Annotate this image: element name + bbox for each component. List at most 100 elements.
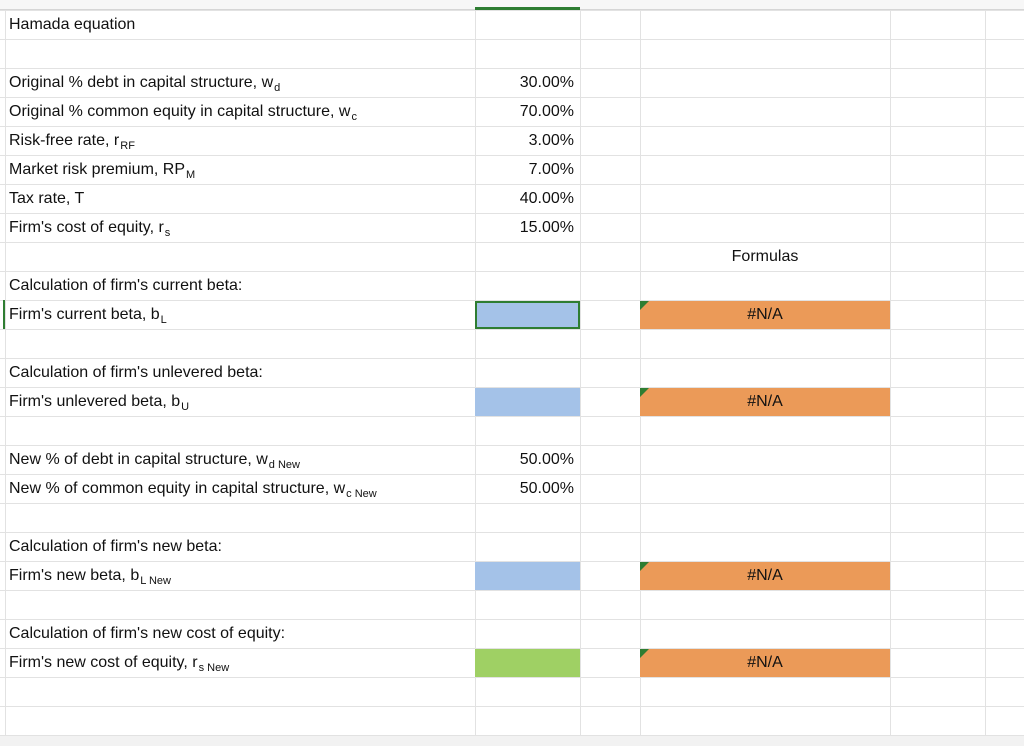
input-value[interactable]: 7.00%: [475, 155, 580, 184]
input-value[interactable]: 3.00%: [475, 126, 580, 155]
input-label-text: Tax rate, T: [9, 190, 85, 207]
row-line: [0, 358, 1024, 359]
error-indicator: [640, 649, 649, 658]
row-line: [0, 10, 1024, 11]
error-indicator: [640, 301, 649, 310]
column-line: [5, 0, 6, 735]
answer-cell[interactable]: [475, 388, 580, 416]
row-line: [0, 532, 1024, 533]
column-line: [580, 0, 581, 735]
input-value-text: 3.00%: [528, 132, 574, 149]
output-label-text: Firm's unlevered beta, b: [9, 393, 181, 410]
error-indicator: [640, 562, 649, 571]
formula-result-text: #N/A: [747, 654, 783, 671]
output-label: Firm's new beta, bL New: [5, 561, 475, 590]
section-heading: Calculation of firm's new beta:: [5, 532, 475, 561]
sheet-title-text: Hamada equation: [9, 16, 136, 33]
row-line: [0, 329, 1024, 330]
sheet-footer: [0, 735, 1024, 746]
input-label-text: New % of common equity in capital struct…: [9, 480, 346, 497]
input-label: Tax rate, T: [5, 184, 475, 213]
output-label: Firm's current beta, bL: [5, 300, 475, 329]
input-value-text: 7.00%: [528, 161, 574, 178]
section-heading: Calculation of firm's unlevered beta:: [5, 358, 475, 387]
row-line: [0, 706, 1024, 707]
formulas-header: Formulas: [640, 242, 890, 271]
output-label-text: Firm's new beta, b: [9, 567, 140, 584]
row-line: [0, 445, 1024, 446]
subscript: c: [351, 111, 357, 123]
input-value[interactable]: 15.00%: [475, 213, 580, 242]
column-line: [890, 0, 891, 735]
section-heading-text: Calculation of firm's current beta:: [9, 277, 243, 294]
column-line: [475, 0, 476, 735]
input-label: New % of debt in capital structure, wd N…: [5, 445, 475, 474]
formula-result[interactable]: #N/A: [640, 562, 890, 590]
input-value-text: 50.00%: [519, 451, 574, 468]
row-line: [0, 126, 1024, 127]
input-label-text: Firm's cost of equity, r: [9, 219, 164, 236]
input-label-text: Risk-free rate, r: [9, 132, 120, 149]
row-line: [0, 300, 1024, 301]
selected-answer-cell[interactable]: [475, 301, 580, 329]
input-value[interactable]: 50.00%: [475, 474, 580, 503]
sheet-title: Hamada equation: [5, 10, 475, 39]
row-line: [0, 387, 1024, 388]
subscript: M: [186, 169, 196, 181]
output-label-text: Firm's new cost of equity, r: [9, 654, 198, 671]
subscript: U: [181, 401, 190, 413]
answer-cell[interactable]: [475, 649, 580, 677]
formulas-header-text: Formulas: [731, 248, 799, 265]
formula-result[interactable]: #N/A: [640, 649, 890, 677]
input-label-text: New % of debt in capital structure, w: [9, 451, 268, 468]
formula-result-text: #N/A: [747, 567, 783, 584]
error-indicator: [640, 388, 649, 397]
column-line: [640, 0, 641, 735]
input-label: New % of common equity in capital struct…: [5, 474, 475, 503]
input-value[interactable]: 40.00%: [475, 184, 580, 213]
output-label: Firm's new cost of equity, rs New: [5, 648, 475, 677]
subscript: d New: [268, 459, 300, 471]
row-line: [0, 474, 1024, 475]
row-line: [0, 213, 1024, 214]
row-line: [0, 648, 1024, 649]
input-value[interactable]: 70.00%: [475, 97, 580, 126]
input-label-text: Market risk premium, RP: [9, 161, 186, 178]
answer-cell[interactable]: [475, 562, 580, 590]
input-value-text: 30.00%: [519, 74, 574, 91]
active-row-marker: [3, 300, 5, 329]
input-label: Firm's cost of equity, rs: [5, 213, 475, 242]
subscript: L New: [140, 575, 171, 587]
row-line: [0, 68, 1024, 69]
formula-result-text: #N/A: [747, 306, 783, 323]
row-line: [0, 97, 1024, 98]
row-line: [0, 590, 1024, 591]
column-line: [985, 0, 986, 735]
row-line: [0, 561, 1024, 562]
section-heading: Calculation of firm's new cost of equity…: [5, 619, 475, 648]
input-label-text: Original % common equity in capital stru…: [9, 103, 351, 120]
row-line: [0, 271, 1024, 272]
formula-result[interactable]: #N/A: [640, 388, 890, 416]
subscript: RF: [120, 140, 135, 152]
row-line: [0, 242, 1024, 243]
subscript: s New: [198, 662, 230, 674]
input-label: Market risk premium, RPM: [5, 155, 475, 184]
section-heading-text: Calculation of firm's new beta:: [9, 538, 222, 555]
input-value-text: 40.00%: [519, 190, 574, 207]
input-value[interactable]: 30.00%: [475, 68, 580, 97]
input-value-text: 15.00%: [519, 219, 574, 236]
section-heading-text: Calculation of firm's new cost of equity…: [9, 625, 286, 642]
row-line: [0, 735, 1024, 736]
active-column-marker: [475, 7, 580, 10]
input-value-text: 50.00%: [519, 480, 574, 497]
formula-result[interactable]: #N/A: [640, 301, 890, 329]
row-line: [0, 184, 1024, 185]
output-label-text: Firm's current beta, b: [9, 306, 160, 323]
section-heading-text: Calculation of firm's unlevered beta:: [9, 364, 263, 381]
subscript: d: [274, 82, 281, 94]
subscript: L: [160, 314, 167, 326]
formula-result-text: #N/A: [747, 393, 783, 410]
input-value[interactable]: 50.00%: [475, 445, 580, 474]
